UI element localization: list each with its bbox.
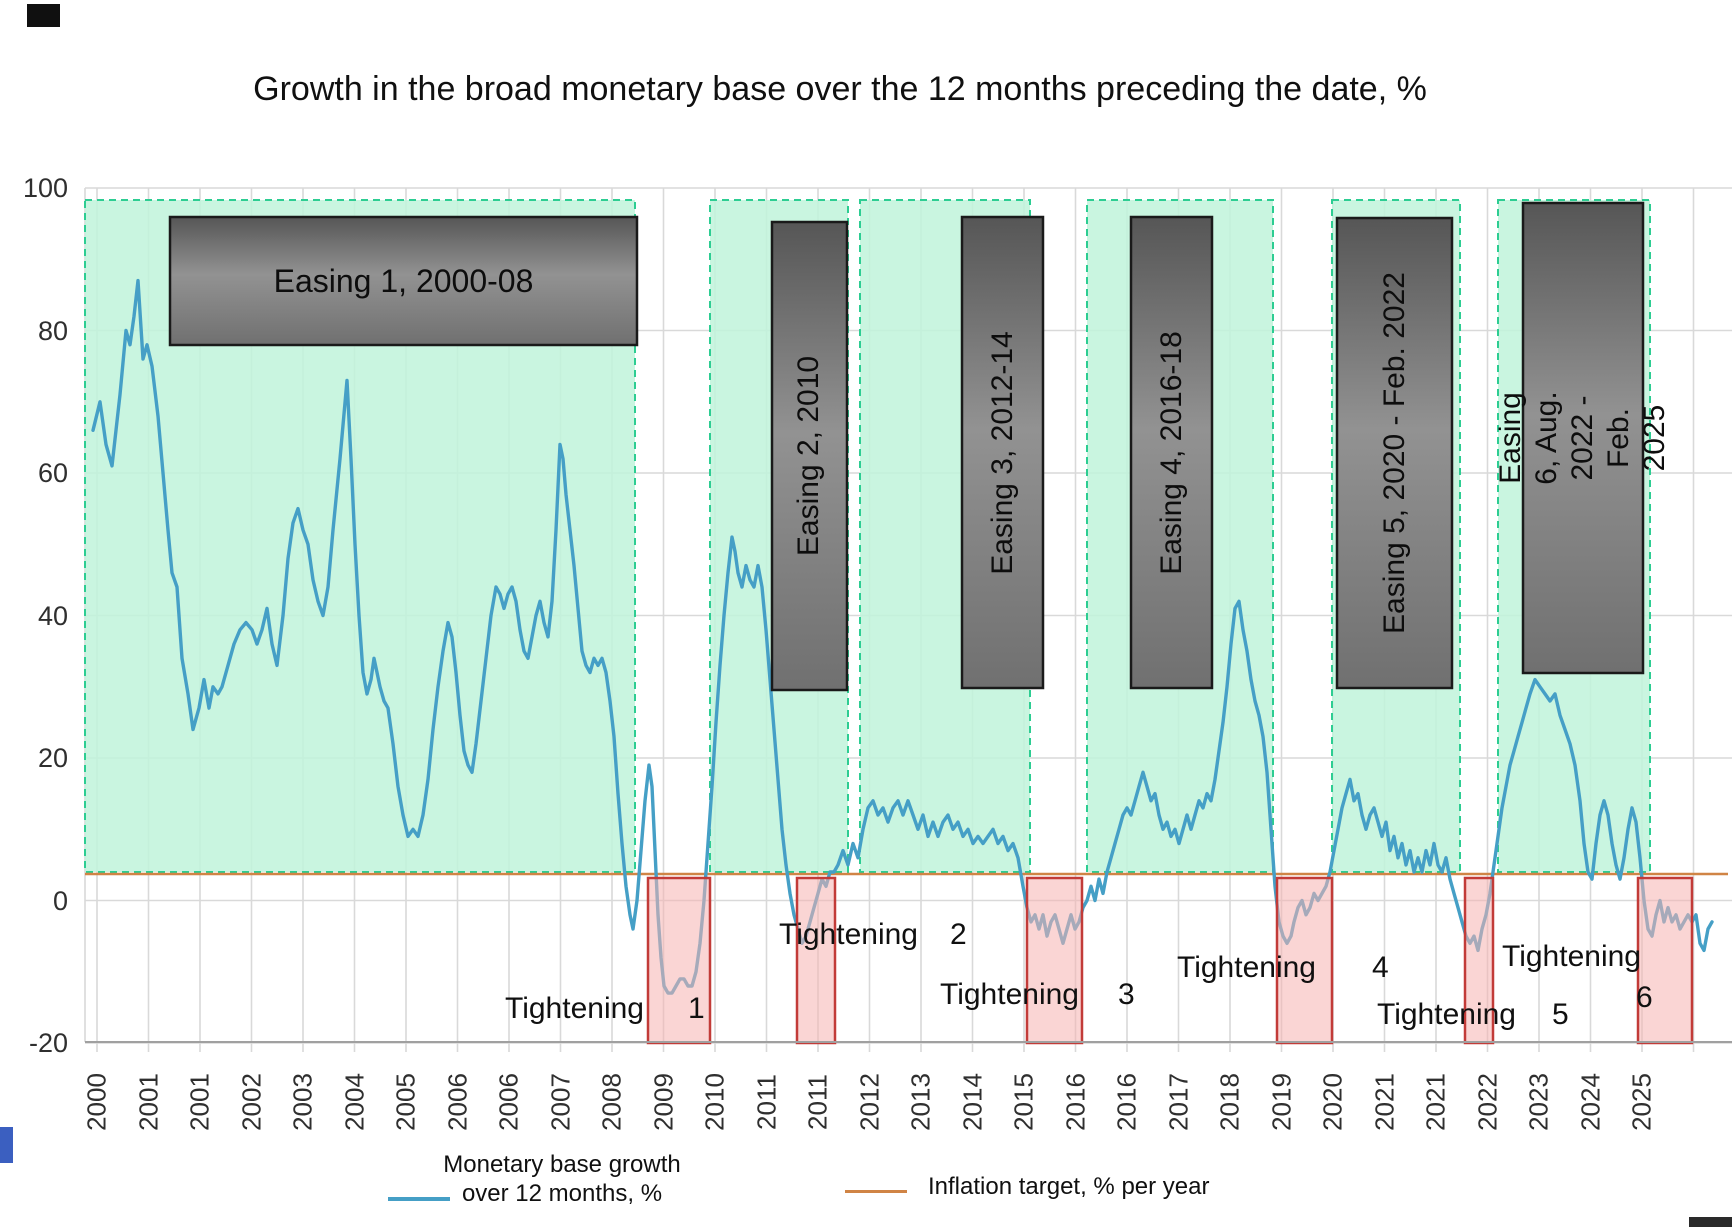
tightening-label-1: Tightening — [505, 992, 644, 1025]
easing-label-boxes — [168, 201, 1645, 692]
legend-swatch-inflation-target — [845, 1190, 907, 1193]
x-tick-label: 2015 — [1008, 1073, 1039, 1131]
easing-label-5: Easing 5, 2020 - Feb. 2022 — [1337, 218, 1452, 688]
legend-label-line1: Monetary base growth — [443, 1151, 681, 1178]
y-tick-label: 60 — [37, 458, 68, 488]
easing-label-2: Easing 2, 2010 — [772, 222, 847, 690]
easing-label-text: Easing 5, 2020 - Feb. 2022 — [1377, 272, 1411, 634]
monetary-base-line — [91, 278, 1714, 995]
scan-artifact-2 — [0, 1127, 13, 1163]
y-tick-label: 20 — [37, 743, 68, 773]
x-tick-label: 2005 — [390, 1073, 421, 1131]
x-tick-label: 2021 — [1420, 1073, 1451, 1131]
easing-label-1: Easing 1, 2000-08 — [170, 217, 637, 345]
x-tick-label: 2022 — [1472, 1073, 1502, 1131]
x-tick-label: 2018 — [1214, 1073, 1245, 1131]
x-tick-label: 2017 — [1163, 1073, 1193, 1131]
easing-label-text: Easing 2, 2010 — [792, 355, 826, 557]
easing-label-6: Easing 6, Aug. 2022 - Feb. 2025 — [1494, 203, 1671, 673]
y-tick-label: -20 — [28, 1028, 68, 1058]
tightening-number-3: 3 — [1118, 978, 1135, 1011]
y-tick-label: 80 — [37, 315, 68, 346]
x-tick-label: 2003 — [287, 1073, 318, 1131]
tightening-label-3: Tightening — [940, 978, 1079, 1011]
tightening-number-4: 4 — [1372, 951, 1389, 984]
scan-artifact-3 — [1689, 1217, 1732, 1227]
easing-label-4: Easing 4, 2016-18 — [1131, 217, 1212, 688]
y-tick-label: 40 — [37, 600, 68, 631]
easing-label-text: Easing 3, 2012-14 — [985, 330, 1019, 575]
easing-label-text: Easing 1, 2000-08 — [273, 262, 534, 299]
x-tick-label: 2000 — [81, 1073, 112, 1131]
x-tick-label: 2011 — [751, 1074, 781, 1130]
x-tick-label: 2024 — [1575, 1073, 1605, 1131]
x-tick-label: 2023 — [1523, 1073, 1554, 1131]
x-tick-label: 2021 — [1369, 1073, 1399, 1131]
x-tick-label: 2001 — [133, 1073, 163, 1131]
legend-label-line2: over 12 months, % — [461, 1180, 663, 1207]
x-tick-label: 2010 — [699, 1073, 730, 1131]
x-tick-label: 2004 — [339, 1073, 369, 1131]
x-tick-label: 2011 — [802, 1074, 833, 1130]
tightening-number-6: 6 — [1636, 981, 1653, 1014]
tightening-boxes — [646, 876, 1694, 1045]
chart-title: Growth in the broad monetary base over t… — [253, 70, 1427, 108]
tightening-number-2: 2 — [950, 918, 967, 951]
easing-label-3: Easing 3, 2012-14 — [962, 217, 1043, 688]
scan-artifact-1 — [27, 4, 60, 27]
x-tick-label: 2012 — [854, 1073, 884, 1131]
x-tick-label: 2009 — [648, 1073, 678, 1131]
x-tick-label: 2016 — [1111, 1073, 1142, 1131]
x-tick-label: 2014 — [957, 1073, 987, 1131]
y-tick-label: 100 — [22, 173, 68, 203]
x-tick-label: 2020 — [1317, 1073, 1348, 1131]
tightening-label-4: Tightening — [1177, 951, 1316, 984]
x-tick-label: 2019 — [1266, 1073, 1296, 1131]
tightening-number-1: 1 — [688, 992, 705, 1025]
legend-label-monetary-base: Monetary base growth over 12 months, % — [432, 1150, 692, 1208]
tightening-label-5: Tightening — [1377, 998, 1516, 1031]
x-tick-label: 2016 — [1060, 1073, 1090, 1131]
x-tick-label: 2006 — [442, 1073, 472, 1131]
legend-swatch-monetary-base — [388, 1197, 450, 1201]
x-tick-label: 2008 — [596, 1073, 627, 1131]
easing-label-text: Easing 4, 2016-18 — [1154, 330, 1188, 575]
x-tick-label: 2025 — [1626, 1073, 1657, 1131]
legend-label-inflation-target: Inflation target, % per year — [928, 1173, 1210, 1200]
x-tick-label: 2001 — [184, 1073, 215, 1131]
easing-label-text: Easing 6, Aug. 2022 - Feb. 2025 — [1494, 391, 1671, 485]
x-tick-label: 2002 — [236, 1073, 266, 1131]
x-tick-label: 2013 — [905, 1073, 936, 1131]
tightening-number-5: 5 — [1552, 998, 1569, 1031]
x-tick-label: 2007 — [545, 1073, 575, 1131]
x-tick-label: 2006 — [493, 1073, 524, 1131]
tightening-label-2: Tightening — [779, 918, 918, 951]
tightening-label-6: Tightening — [1502, 940, 1641, 973]
y-tick-label: 0 — [52, 885, 68, 916]
